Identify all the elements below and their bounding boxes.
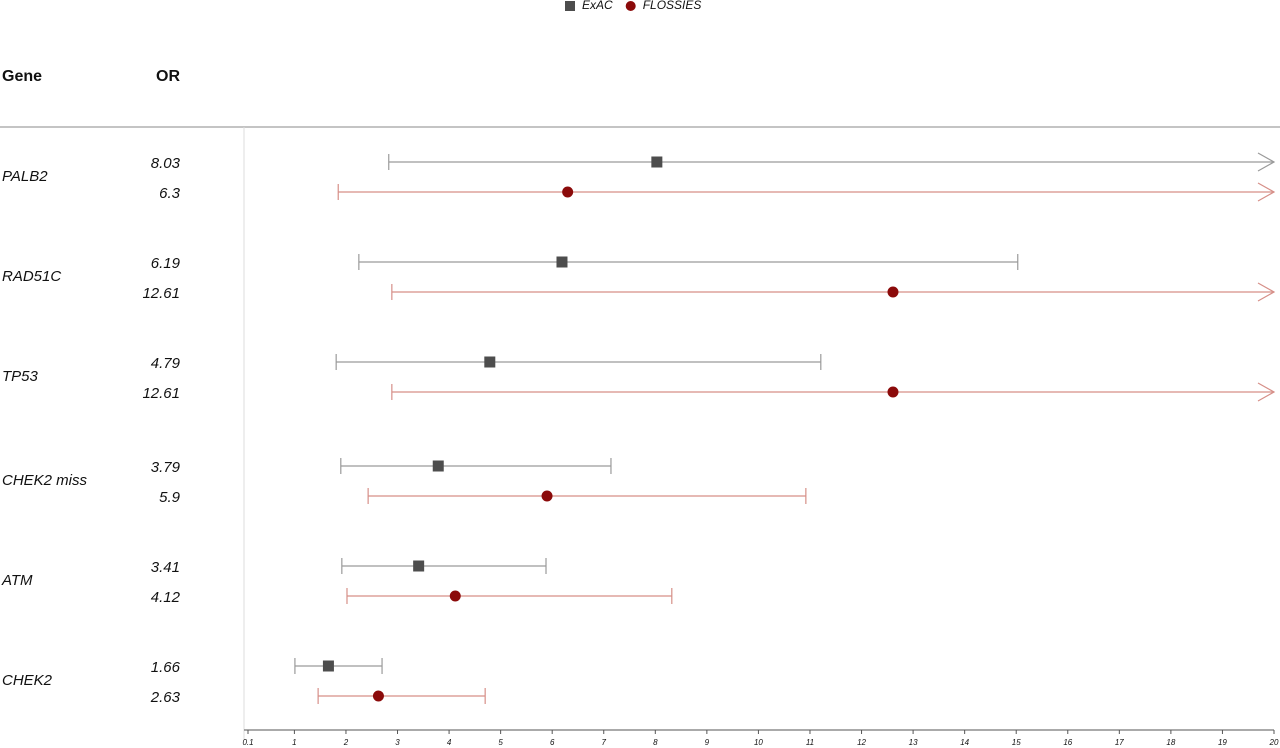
or-label: 1.66	[151, 659, 181, 676]
x-tick-label: 20	[1269, 738, 1279, 747]
ci-arrow	[1257, 382, 1276, 402]
x-tick-label: 10	[754, 738, 763, 747]
or-label: 8.03	[151, 155, 181, 172]
point	[372, 690, 384, 702]
gene-header: Gene	[2, 68, 42, 85]
or-label: 3.41	[151, 559, 180, 576]
x-tick-label: 9	[705, 738, 710, 747]
or-label: 12.61	[142, 285, 180, 302]
gene-label: ATM	[1, 572, 33, 589]
gene-label: CHEK2 miss	[2, 472, 88, 489]
or-label: 3.79	[151, 459, 181, 476]
x-tick-label: 12	[857, 738, 866, 747]
point	[887, 286, 899, 298]
x-tick-label: 5	[498, 738, 503, 747]
x-tick-label: 6	[550, 738, 555, 747]
x-tick-label: 19	[1218, 738, 1227, 747]
or-label: 6.3	[159, 185, 181, 202]
or-label: 4.79	[151, 355, 181, 372]
x-tick-label: 0.1	[242, 738, 253, 747]
gene-label: RAD51C	[2, 268, 61, 285]
x-tick-label: 11	[806, 738, 814, 747]
gene-label: CHEK2	[2, 672, 53, 689]
legend-marker	[565, 1, 575, 11]
x-tick-label: 4	[447, 738, 452, 747]
x-tick-label: 8	[653, 738, 658, 747]
point	[413, 560, 425, 572]
point	[556, 256, 568, 268]
legend-marker	[625, 1, 636, 11]
point	[432, 460, 444, 472]
or-label: 4.12	[151, 589, 181, 606]
point	[322, 660, 334, 672]
legend-label: ExAC	[582, 0, 613, 12]
x-tick-label: 17	[1115, 738, 1124, 747]
x-tick-label: 15	[1012, 738, 1021, 747]
point	[541, 490, 553, 502]
ci-arrow	[1257, 152, 1276, 172]
or-label: 12.61	[142, 385, 180, 402]
gene-label: PALB2	[2, 168, 48, 185]
or-label: 5.9	[159, 489, 181, 506]
point	[449, 590, 461, 602]
x-tick-label: 14	[960, 738, 969, 747]
gene-label: TP53	[2, 368, 39, 385]
point	[651, 156, 663, 168]
point	[562, 186, 574, 198]
x-tick-label: 7	[602, 738, 607, 747]
x-tick-label: 16	[1063, 738, 1072, 747]
x-tick-label: 1	[292, 738, 296, 747]
or-label: 6.19	[151, 255, 181, 272]
point	[484, 356, 496, 368]
ci-arrow	[1257, 182, 1276, 202]
x-tick-label: 2	[343, 738, 349, 747]
or-header: OR	[156, 68, 180, 85]
or-label: 2.63	[150, 689, 181, 706]
legend-label: FLOSSIES	[643, 0, 702, 12]
point	[887, 386, 899, 398]
x-tick-label: 3	[395, 738, 400, 747]
x-tick-label: 18	[1166, 738, 1175, 747]
ci-arrow	[1257, 282, 1276, 302]
x-tick-label: 13	[909, 738, 918, 747]
